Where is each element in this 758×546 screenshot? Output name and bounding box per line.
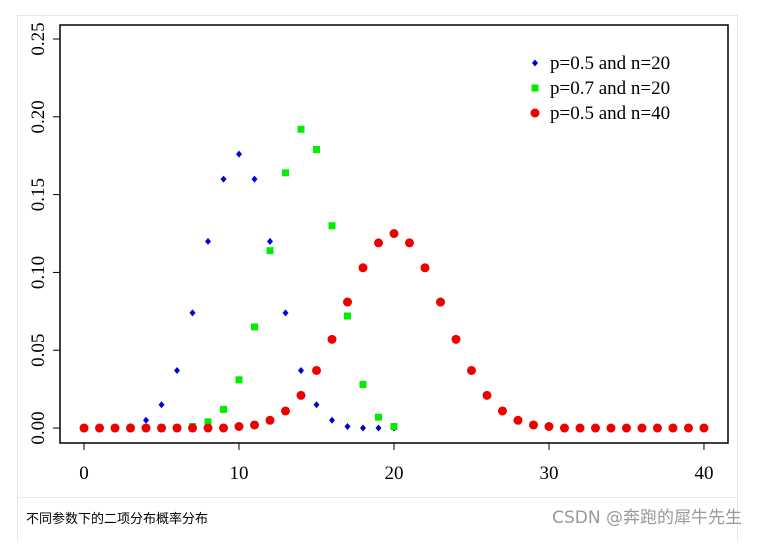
point bbox=[79, 423, 89, 433]
point bbox=[157, 423, 167, 433]
point bbox=[699, 423, 709, 433]
legend-marker bbox=[532, 59, 538, 67]
point bbox=[404, 238, 414, 248]
point bbox=[343, 297, 353, 307]
point bbox=[513, 415, 523, 425]
point bbox=[265, 415, 275, 425]
point bbox=[344, 423, 351, 431]
point bbox=[236, 150, 243, 158]
point bbox=[250, 420, 260, 430]
point bbox=[220, 175, 227, 183]
point bbox=[298, 366, 305, 374]
point bbox=[328, 222, 336, 230]
point bbox=[466, 365, 476, 375]
point bbox=[375, 424, 382, 432]
point bbox=[375, 413, 383, 421]
x-tick-label: 0 bbox=[79, 463, 89, 484]
point bbox=[267, 237, 274, 245]
image-frame bbox=[17, 15, 738, 546]
point bbox=[251, 175, 258, 183]
point bbox=[174, 366, 181, 374]
point bbox=[544, 422, 554, 432]
point bbox=[360, 424, 367, 432]
x-tick-label: 30 bbox=[539, 463, 558, 484]
point bbox=[297, 125, 305, 133]
point bbox=[220, 405, 228, 413]
legend-marker bbox=[531, 84, 539, 92]
point bbox=[327, 334, 337, 344]
point bbox=[204, 418, 212, 426]
point bbox=[281, 406, 291, 416]
point bbox=[203, 423, 213, 433]
point bbox=[606, 423, 616, 433]
point bbox=[126, 423, 136, 433]
point bbox=[389, 229, 399, 239]
point bbox=[374, 238, 384, 248]
point bbox=[251, 323, 259, 331]
point bbox=[359, 380, 367, 388]
point bbox=[420, 263, 430, 273]
point bbox=[358, 263, 368, 273]
point bbox=[390, 423, 398, 431]
x-tick-label: 10 bbox=[230, 463, 249, 484]
point bbox=[435, 297, 445, 307]
point bbox=[234, 422, 244, 432]
point bbox=[143, 416, 150, 424]
y-tick-label: 0.00 bbox=[28, 411, 49, 444]
legend-label: p=0.5 and n=40 bbox=[550, 103, 670, 124]
point bbox=[282, 309, 289, 317]
caption: 不同参数下的二项分布概率分布 bbox=[26, 511, 208, 527]
point bbox=[188, 423, 198, 433]
point bbox=[575, 423, 585, 433]
y-tick-label: 0.15 bbox=[28, 178, 49, 211]
point bbox=[266, 247, 274, 255]
point bbox=[497, 406, 507, 416]
point bbox=[312, 365, 322, 375]
legend-label: p=0.7 and n=20 bbox=[550, 78, 670, 99]
point bbox=[141, 423, 151, 433]
legend-marker bbox=[530, 108, 540, 118]
point bbox=[296, 390, 306, 400]
point bbox=[313, 145, 321, 153]
y-tick-label: 0.10 bbox=[28, 256, 49, 289]
point bbox=[683, 423, 693, 433]
point bbox=[95, 423, 105, 433]
x-tick-label: 20 bbox=[385, 463, 404, 484]
point bbox=[219, 423, 229, 433]
point bbox=[344, 312, 352, 320]
point bbox=[637, 423, 647, 433]
point bbox=[668, 423, 678, 433]
point bbox=[451, 334, 461, 344]
point bbox=[158, 401, 165, 409]
point bbox=[559, 423, 569, 433]
point bbox=[652, 423, 662, 433]
x-tick-label: 40 bbox=[694, 463, 713, 484]
point bbox=[172, 423, 182, 433]
point bbox=[482, 390, 492, 400]
point bbox=[313, 401, 320, 409]
legend-label: p=0.5 and n=20 bbox=[550, 53, 670, 74]
point bbox=[329, 416, 336, 424]
point bbox=[235, 376, 243, 384]
point bbox=[189, 309, 196, 317]
point bbox=[282, 169, 290, 177]
point bbox=[110, 423, 120, 433]
point bbox=[528, 420, 538, 430]
y-tick-label: 0.20 bbox=[28, 100, 49, 133]
y-tick-label: 0.25 bbox=[28, 22, 49, 55]
point bbox=[590, 423, 600, 433]
point bbox=[621, 423, 631, 433]
y-tick-label: 0.05 bbox=[28, 334, 49, 367]
point bbox=[205, 237, 212, 245]
watermark: CSDN @奔跑的犀牛先生 bbox=[552, 508, 742, 528]
